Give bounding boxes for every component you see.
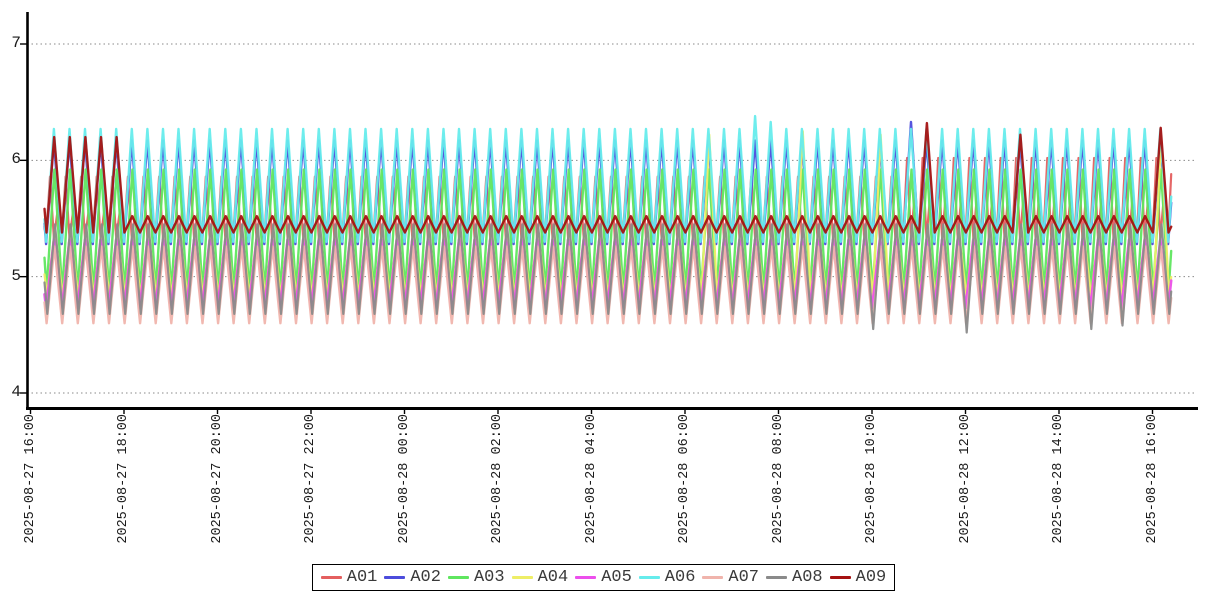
legend-swatch-a07: [702, 575, 724, 580]
legend-label: A08: [792, 568, 823, 587]
x-axis-label: 2025-08-28 10:00: [864, 414, 879, 544]
x-axis-label: 2025-08-28 08:00: [770, 414, 786, 544]
x-axis-label: 2025-08-27 18:00: [116, 414, 131, 544]
y-axis-label: 4: [11, 382, 21, 401]
x-axis-label: 2025-08-27 22:00: [303, 414, 318, 544]
x-axis-label: 2025-08-28 14:00: [1051, 414, 1066, 544]
legend-swatch-a06: [638, 575, 660, 580]
x-axis-label: 2025-08-28 06:00: [677, 414, 692, 544]
legend-item-a08: A08: [766, 568, 823, 587]
legend-swatch-a09: [829, 575, 851, 580]
x-axis-label: 2025-08-28 02:00: [490, 414, 505, 544]
x-axis-label: 2025-08-28 16:00: [1144, 414, 1160, 544]
legend-label: A01: [346, 568, 378, 587]
y-axis-label: 7: [11, 34, 21, 52]
legend-swatch-a05: [575, 575, 597, 580]
legend-swatch-a08: [766, 575, 788, 580]
y-axis-label: 5: [11, 266, 21, 285]
legend-item-a03: A03: [447, 568, 505, 587]
legend-item-a01: A01: [320, 568, 378, 587]
y-axis-label: 6: [11, 150, 21, 169]
x-axis-label: 2025-08-28 12:00: [957, 414, 973, 544]
series-line-a09: [43, 121, 1173, 234]
series-line-a06: [43, 114, 1173, 244]
legend-label: A06: [664, 568, 696, 587]
x-axis-label: 2025-08-27 20:00: [209, 414, 225, 544]
legend-swatch-a01: [320, 575, 342, 580]
legend-item-a04: A04: [511, 568, 569, 587]
legend-swatch-a02: [384, 575, 406, 580]
legend-label: A09: [855, 568, 887, 587]
series-line-a08: [43, 223, 1173, 334]
legend-label: A02: [410, 568, 441, 587]
legend-item-a07: A07: [702, 568, 759, 587]
legend-label: A04: [537, 568, 569, 587]
legend-label: A03: [473, 568, 505, 587]
legend-label: A07: [728, 568, 760, 587]
x-axis-label: 2025-08-28 04:00: [583, 414, 599, 544]
legend-item-a06: A06: [638, 568, 696, 587]
x-axis-label: 2025-08-28 00:00: [396, 414, 412, 544]
legend: A01 A02 A03 A04 A05 A06 A07 A08 A09: [0, 564, 1207, 591]
legend-item-a05: A05: [575, 568, 632, 587]
legend-label: A05: [601, 568, 632, 587]
legend-item-a09: A09: [829, 568, 887, 587]
x-axis-label: 2025-08-27 16:00: [22, 414, 38, 544]
legend-swatch-a03: [447, 575, 469, 580]
legend-box: A01 A02 A03 A04 A05 A06 A07 A08 A09: [311, 564, 896, 591]
legend-item-a02: A02: [384, 568, 441, 587]
legend-swatch-a04: [511, 575, 533, 580]
